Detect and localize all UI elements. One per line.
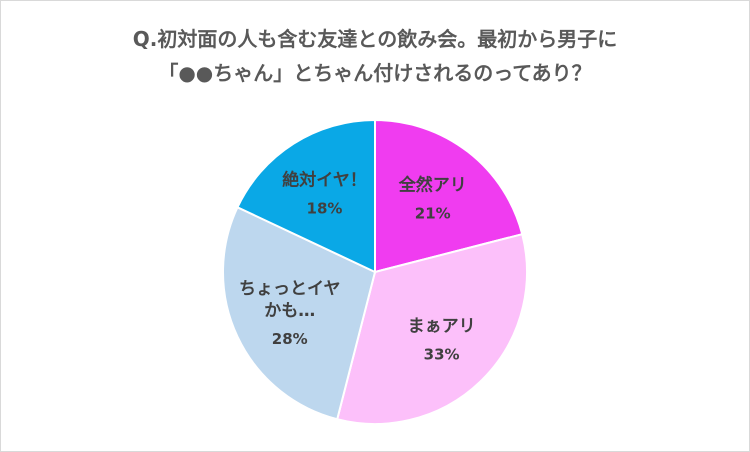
slice-label-0-0: 全然アリ [398,175,467,196]
pie-slices [222,118,528,425]
chart-subtitle: 「●●ちゃん」とちゃん付けされるのってあり？ [158,61,592,85]
slice-label-2-0: ちょっとイヤ [239,279,341,299]
slice-label-3-0: 絶対イヤ！ [282,169,367,190]
slice-value-2: 28% [272,330,308,348]
pie-slice-3 [236,118,376,274]
pie-slice-0 [374,118,524,274]
slice-label-1-0: まぁアリ [408,317,476,337]
slice-value-1: 33% [424,346,460,364]
slice-value-0: 21% [415,205,451,223]
chart-title-block: Q.初対面の人も含む友達との飲み会。最初から男子に 「●●ちゃん」とちゃん付けさ… [0,22,750,90]
pie-slice-2 [222,205,377,421]
chart-title: Q.初対面の人も含む友達との飲み会。最初から男子に [132,27,618,51]
pie-slice-1 [335,232,528,425]
slice-label-2-1: かも… [264,301,315,321]
slice-value-3: 18% [307,199,343,217]
